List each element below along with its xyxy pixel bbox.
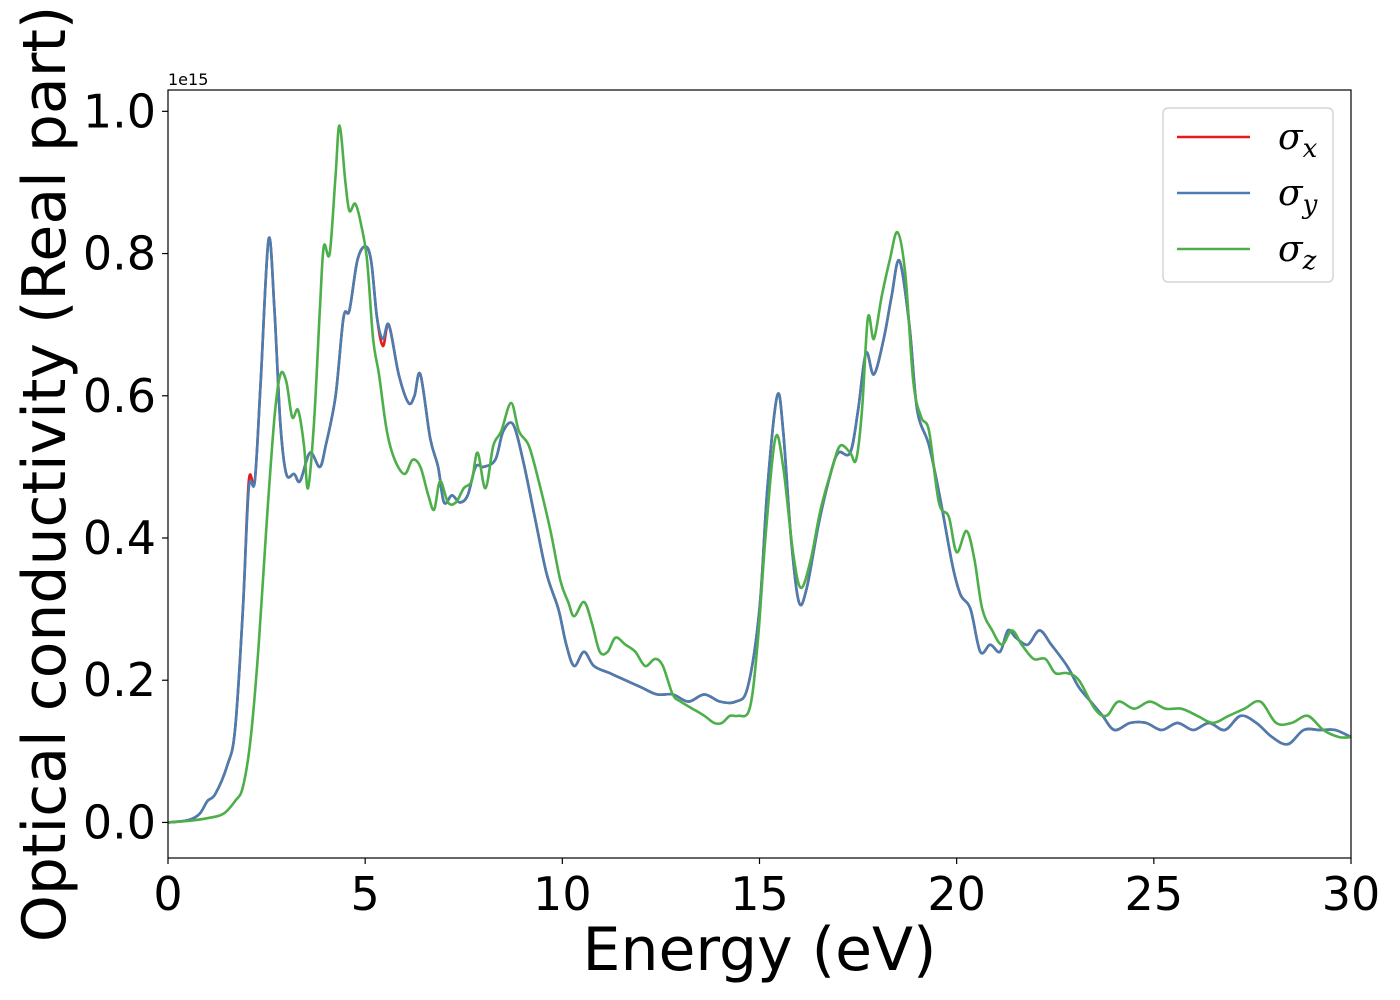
x-tick-label: 0 xyxy=(153,867,182,921)
series-group xyxy=(168,124,1351,824)
y-axis: 0.0 0.2 0.4 0.6 0.8 1.0 xyxy=(83,84,168,849)
legend-label-x: σx xyxy=(1278,117,1318,164)
y-tick-label: 1.0 xyxy=(83,84,156,138)
x-tick-label: 20 xyxy=(927,867,986,921)
x-tick-label: 30 xyxy=(1322,867,1381,921)
x-axis: 0 5 10 15 20 25 30 xyxy=(153,858,1380,921)
y-tick-label: 0.2 xyxy=(83,653,156,707)
series-line-y xyxy=(168,236,1351,824)
series-line-z xyxy=(168,124,1351,824)
y-tick-label: 0.4 xyxy=(83,511,156,565)
x-tick-label: 5 xyxy=(351,867,380,921)
y-tick-label: 0.6 xyxy=(83,369,156,423)
y-tick-label: 0.0 xyxy=(83,795,156,849)
y-offset-label: 1e15 xyxy=(168,70,208,89)
legend-frame xyxy=(1162,107,1334,283)
y-axis-label: Optical conductivity (Real part) xyxy=(10,6,80,943)
legend-label-y: σy xyxy=(1278,173,1318,220)
x-tick-label: 15 xyxy=(730,867,789,921)
y-tick-label: 0.8 xyxy=(83,227,156,281)
x-tick-label: 10 xyxy=(533,867,592,921)
legend-label-z: σz xyxy=(1278,229,1317,276)
legend: σx σy σz xyxy=(1162,107,1334,283)
x-axis-label: Energy (eV) xyxy=(583,915,937,985)
x-tick-label: 25 xyxy=(1125,867,1184,921)
